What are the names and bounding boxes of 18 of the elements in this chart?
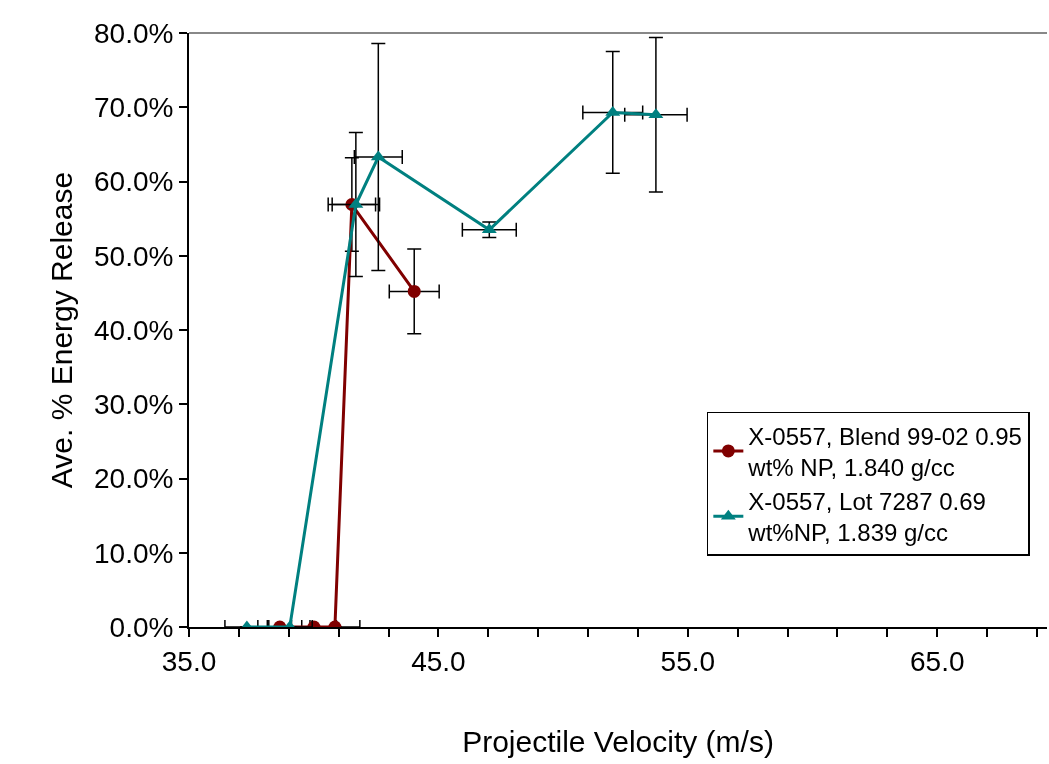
y-tick-label: 10.0% xyxy=(93,537,174,569)
x-tick-label: 45.0 xyxy=(411,645,466,677)
y-tick-label: 50.0% xyxy=(93,240,174,272)
y-axis-title: Ave. % Energy Release xyxy=(45,171,79,489)
y-tick-label: 0.0% xyxy=(109,611,174,643)
x-tick-label: 55.0 xyxy=(660,645,716,677)
y-tick-label: 30.0% xyxy=(93,389,174,421)
x-axis-title: Projectile Velocity (m/s) xyxy=(462,724,774,758)
x-tick-label: 35.0 xyxy=(161,645,217,677)
x-tick-label: 65.0 xyxy=(910,645,965,677)
y-tick-label: 60.0% xyxy=(93,166,174,198)
legend-label: X-0557, Blend 99-02 0.95 wt% NP, 1.840 g/cc xyxy=(747,422,1022,481)
legend-label: X-0557, Lot 7287 0.69 wt%NP, 1.839 g/cc xyxy=(747,488,986,547)
point xyxy=(407,284,421,298)
y-tick-label: 20.0% xyxy=(93,463,174,495)
y-tick-label: 40.0% xyxy=(93,314,174,346)
y-tick-label: 80.0% xyxy=(93,17,174,49)
y-tick-label: 70.0% xyxy=(93,92,174,124)
